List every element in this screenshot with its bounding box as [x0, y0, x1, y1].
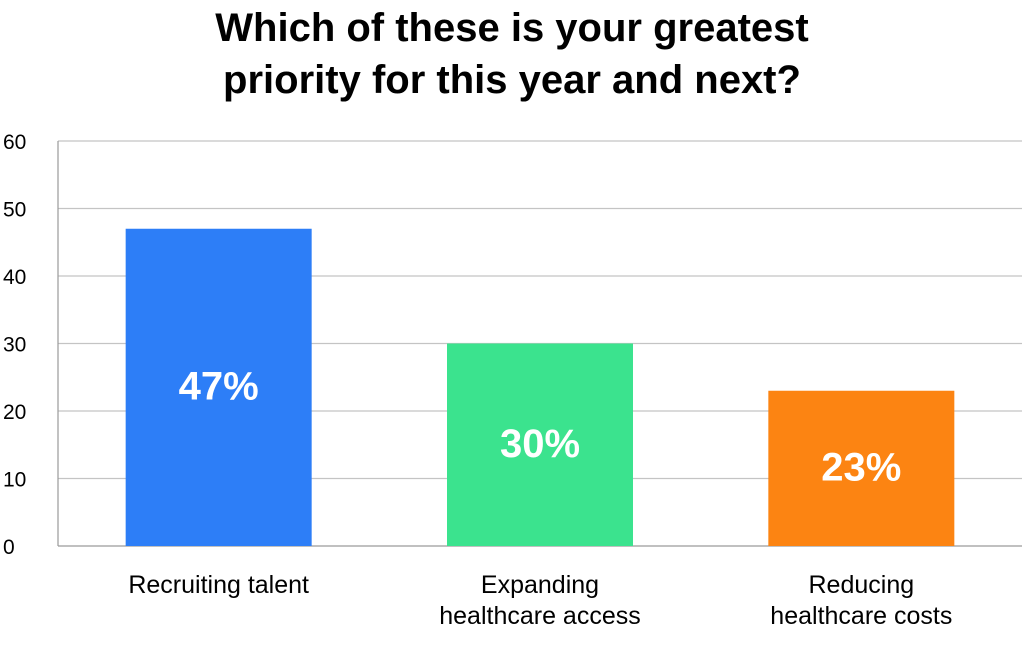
data-label: 47% — [179, 364, 259, 408]
x-tick-label-line: Recruiting talent — [128, 571, 309, 599]
x-tick-label-line: healthcare access — [439, 602, 641, 630]
chart-title-line-2: priority for this year and next? — [223, 58, 801, 102]
x-tick-label-line: Reducing — [808, 571, 915, 599]
y-tick-label: 50 — [3, 199, 26, 222]
x-tick-label-line: Expanding — [480, 571, 600, 599]
x-tick-label: Recruiting talent — [59, 570, 379, 601]
data-label: 23% — [821, 445, 901, 489]
data-label: 30% — [500, 422, 580, 466]
y-tick-label: 0 — [3, 536, 15, 559]
bar — [447, 343, 633, 546]
bar — [768, 390, 955, 546]
chart-title-line-1: Which of these is your greatest — [215, 6, 809, 50]
bar — [125, 228, 312, 546]
y-tick-label: 40 — [3, 266, 26, 289]
y-tick-label: 60 — [3, 131, 26, 154]
x-tick-label-line: healthcare costs — [770, 602, 953, 630]
x-tick-label: Reducing healthcare costs — [701, 570, 1021, 632]
chart-title: Which of these is your greatest priority… — [0, 2, 1024, 106]
y-tick-label: 10 — [3, 469, 26, 492]
y-tick-label: 30 — [3, 334, 26, 357]
y-tick-label: 20 — [3, 401, 26, 424]
x-tick-label: Expanding healthcare access — [380, 570, 700, 632]
